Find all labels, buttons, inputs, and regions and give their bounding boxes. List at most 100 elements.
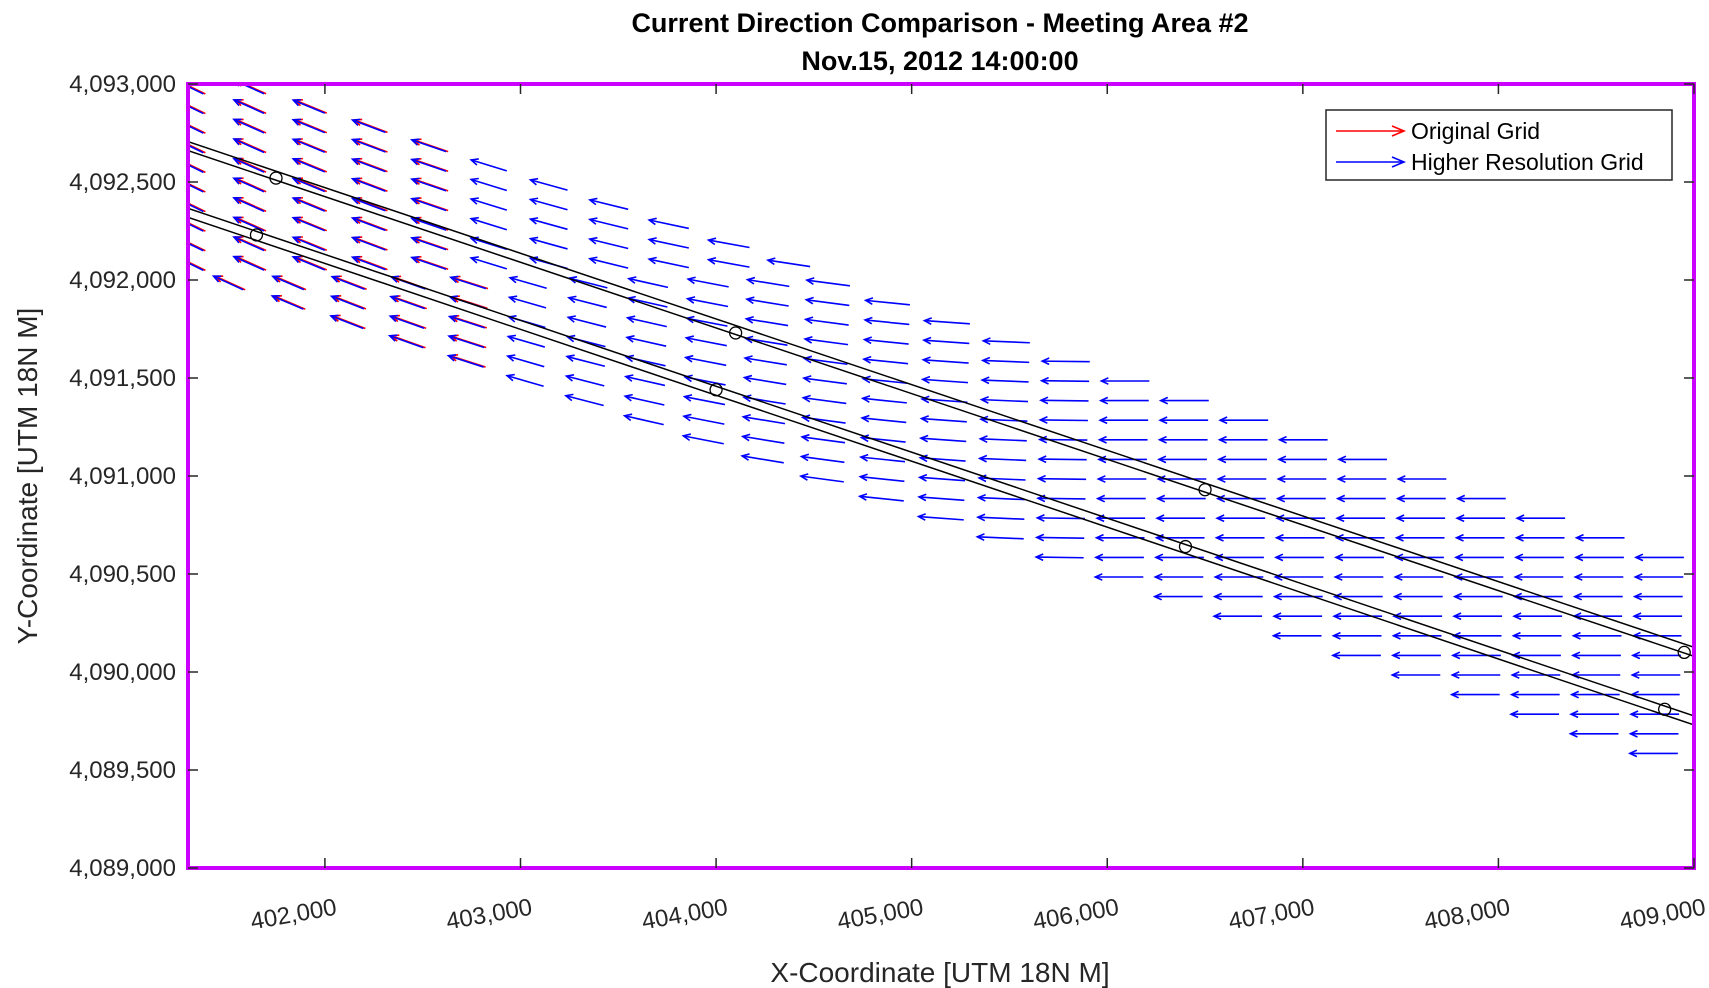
vector-arrow xyxy=(1217,455,1267,464)
vector-arrow xyxy=(917,493,965,502)
vector-arrow xyxy=(623,374,666,387)
vector-arrow xyxy=(647,256,689,269)
legend-entry: Original Grid xyxy=(1336,118,1540,144)
vector-arrow xyxy=(188,123,206,134)
vector-arrow xyxy=(587,217,629,230)
vector-arrow xyxy=(1037,455,1087,464)
vector-arrow xyxy=(1212,612,1263,621)
vector-arrow xyxy=(291,236,326,252)
vector-arrow xyxy=(1450,651,1501,660)
vector-arrow xyxy=(1512,612,1563,621)
vector-arrow xyxy=(232,98,265,115)
x-tick-label: 409,000 xyxy=(1618,894,1708,936)
vector-arrow xyxy=(626,276,669,289)
vector-arrow xyxy=(188,182,206,193)
vector-arrow xyxy=(350,118,386,134)
vector-arrow xyxy=(469,158,508,172)
vector-arrow xyxy=(801,375,847,385)
vector-arrow xyxy=(861,355,909,365)
legend-label: Original Grid xyxy=(1411,118,1540,144)
vector-arrow xyxy=(1039,376,1090,385)
vector-arrow xyxy=(232,196,265,213)
vector-arrow xyxy=(211,275,244,291)
vector-arrow xyxy=(1035,514,1085,522)
vector-arrow xyxy=(566,315,607,328)
vector-arrow xyxy=(1096,475,1147,483)
vector-arrow xyxy=(1633,553,1684,562)
vector-arrow xyxy=(1034,553,1084,562)
vector-arrow xyxy=(1450,671,1501,679)
vector-arrow xyxy=(1157,435,1208,444)
vector-arrow xyxy=(976,493,1025,502)
vector-arrow xyxy=(623,393,665,406)
vector-arrow xyxy=(706,237,750,249)
vector-arrow xyxy=(528,236,568,250)
vector-arrow xyxy=(188,241,206,252)
vector-arrow xyxy=(1454,533,1505,542)
legend-entry: Higher Resolution Grid xyxy=(1336,149,1644,175)
x-tick-label: 406,000 xyxy=(1031,894,1121,936)
channel-line xyxy=(188,149,1694,658)
vector-arrow xyxy=(1094,533,1145,542)
channel-marker xyxy=(1178,539,1193,554)
vector-arrow xyxy=(862,336,909,345)
vector-arrow xyxy=(188,104,206,115)
y-axis-label: Y-Coordinate [UTM 18N M] xyxy=(12,308,43,645)
vector-arrow xyxy=(745,296,789,307)
vector-arrow xyxy=(863,297,910,306)
vector-arrow xyxy=(410,255,447,271)
vector-arrow xyxy=(188,221,206,232)
vector-arrow xyxy=(1332,612,1383,621)
chart-subtitle: Nov.15, 2012 14:00:00 xyxy=(801,46,1078,76)
vector-arrow xyxy=(1632,592,1683,601)
y-tick-label: 4,090,000 xyxy=(69,659,176,686)
vector-arrow xyxy=(1569,710,1620,719)
vector-arrow xyxy=(1273,553,1324,562)
vector-arrow xyxy=(863,316,910,326)
vector-arrow xyxy=(799,453,845,464)
vector-arrow xyxy=(232,177,265,193)
vector-arrow xyxy=(1451,631,1502,640)
vector-arrow xyxy=(1515,514,1566,523)
vector-arrow xyxy=(1392,612,1443,621)
vector-arrow xyxy=(1394,533,1445,542)
vector-arrow xyxy=(1275,514,1326,523)
vector-arrow xyxy=(1034,533,1085,542)
vector-arrow xyxy=(1333,573,1384,581)
vector-arrow xyxy=(291,197,326,212)
vector-arrow xyxy=(565,354,606,368)
vector-arrow xyxy=(625,335,667,347)
vector-arrow xyxy=(1513,553,1564,562)
vector-arrow xyxy=(1395,494,1446,503)
vector-arrow xyxy=(742,374,787,386)
vector-arrow xyxy=(980,356,1030,365)
vector-arrow xyxy=(1272,612,1323,621)
vector-arrow xyxy=(1330,651,1381,660)
vector-arrow xyxy=(1569,690,1620,699)
vector-arrow xyxy=(1630,671,1681,679)
vector-arrow xyxy=(291,118,326,134)
x-tick-label: 404,000 xyxy=(640,894,730,936)
vector-arrow xyxy=(920,375,969,384)
vector-arrow xyxy=(683,354,727,367)
vector-arrow xyxy=(1509,710,1560,719)
vector-arrow xyxy=(917,473,966,482)
vector-arrow xyxy=(232,236,265,252)
vector-arrow xyxy=(291,255,326,271)
vector-arrow xyxy=(1215,514,1266,523)
vector-arrow xyxy=(622,413,664,426)
vector-arrow xyxy=(1271,631,1322,640)
vector-arrow xyxy=(766,257,811,268)
y-tick-label: 4,089,000 xyxy=(69,855,176,882)
vector-arrow xyxy=(469,177,508,192)
vector-arrow xyxy=(291,138,326,154)
vector-arrow xyxy=(1276,475,1327,483)
vector-arrow xyxy=(745,276,790,288)
vector-arrow xyxy=(918,434,967,443)
vector-arrow xyxy=(330,275,365,291)
vector-arrow xyxy=(740,453,784,464)
x-tick-label: 402,000 xyxy=(249,894,339,936)
vector-arrow xyxy=(410,138,447,153)
vector-arrow xyxy=(1277,435,1328,444)
vector-arrow xyxy=(291,216,326,232)
